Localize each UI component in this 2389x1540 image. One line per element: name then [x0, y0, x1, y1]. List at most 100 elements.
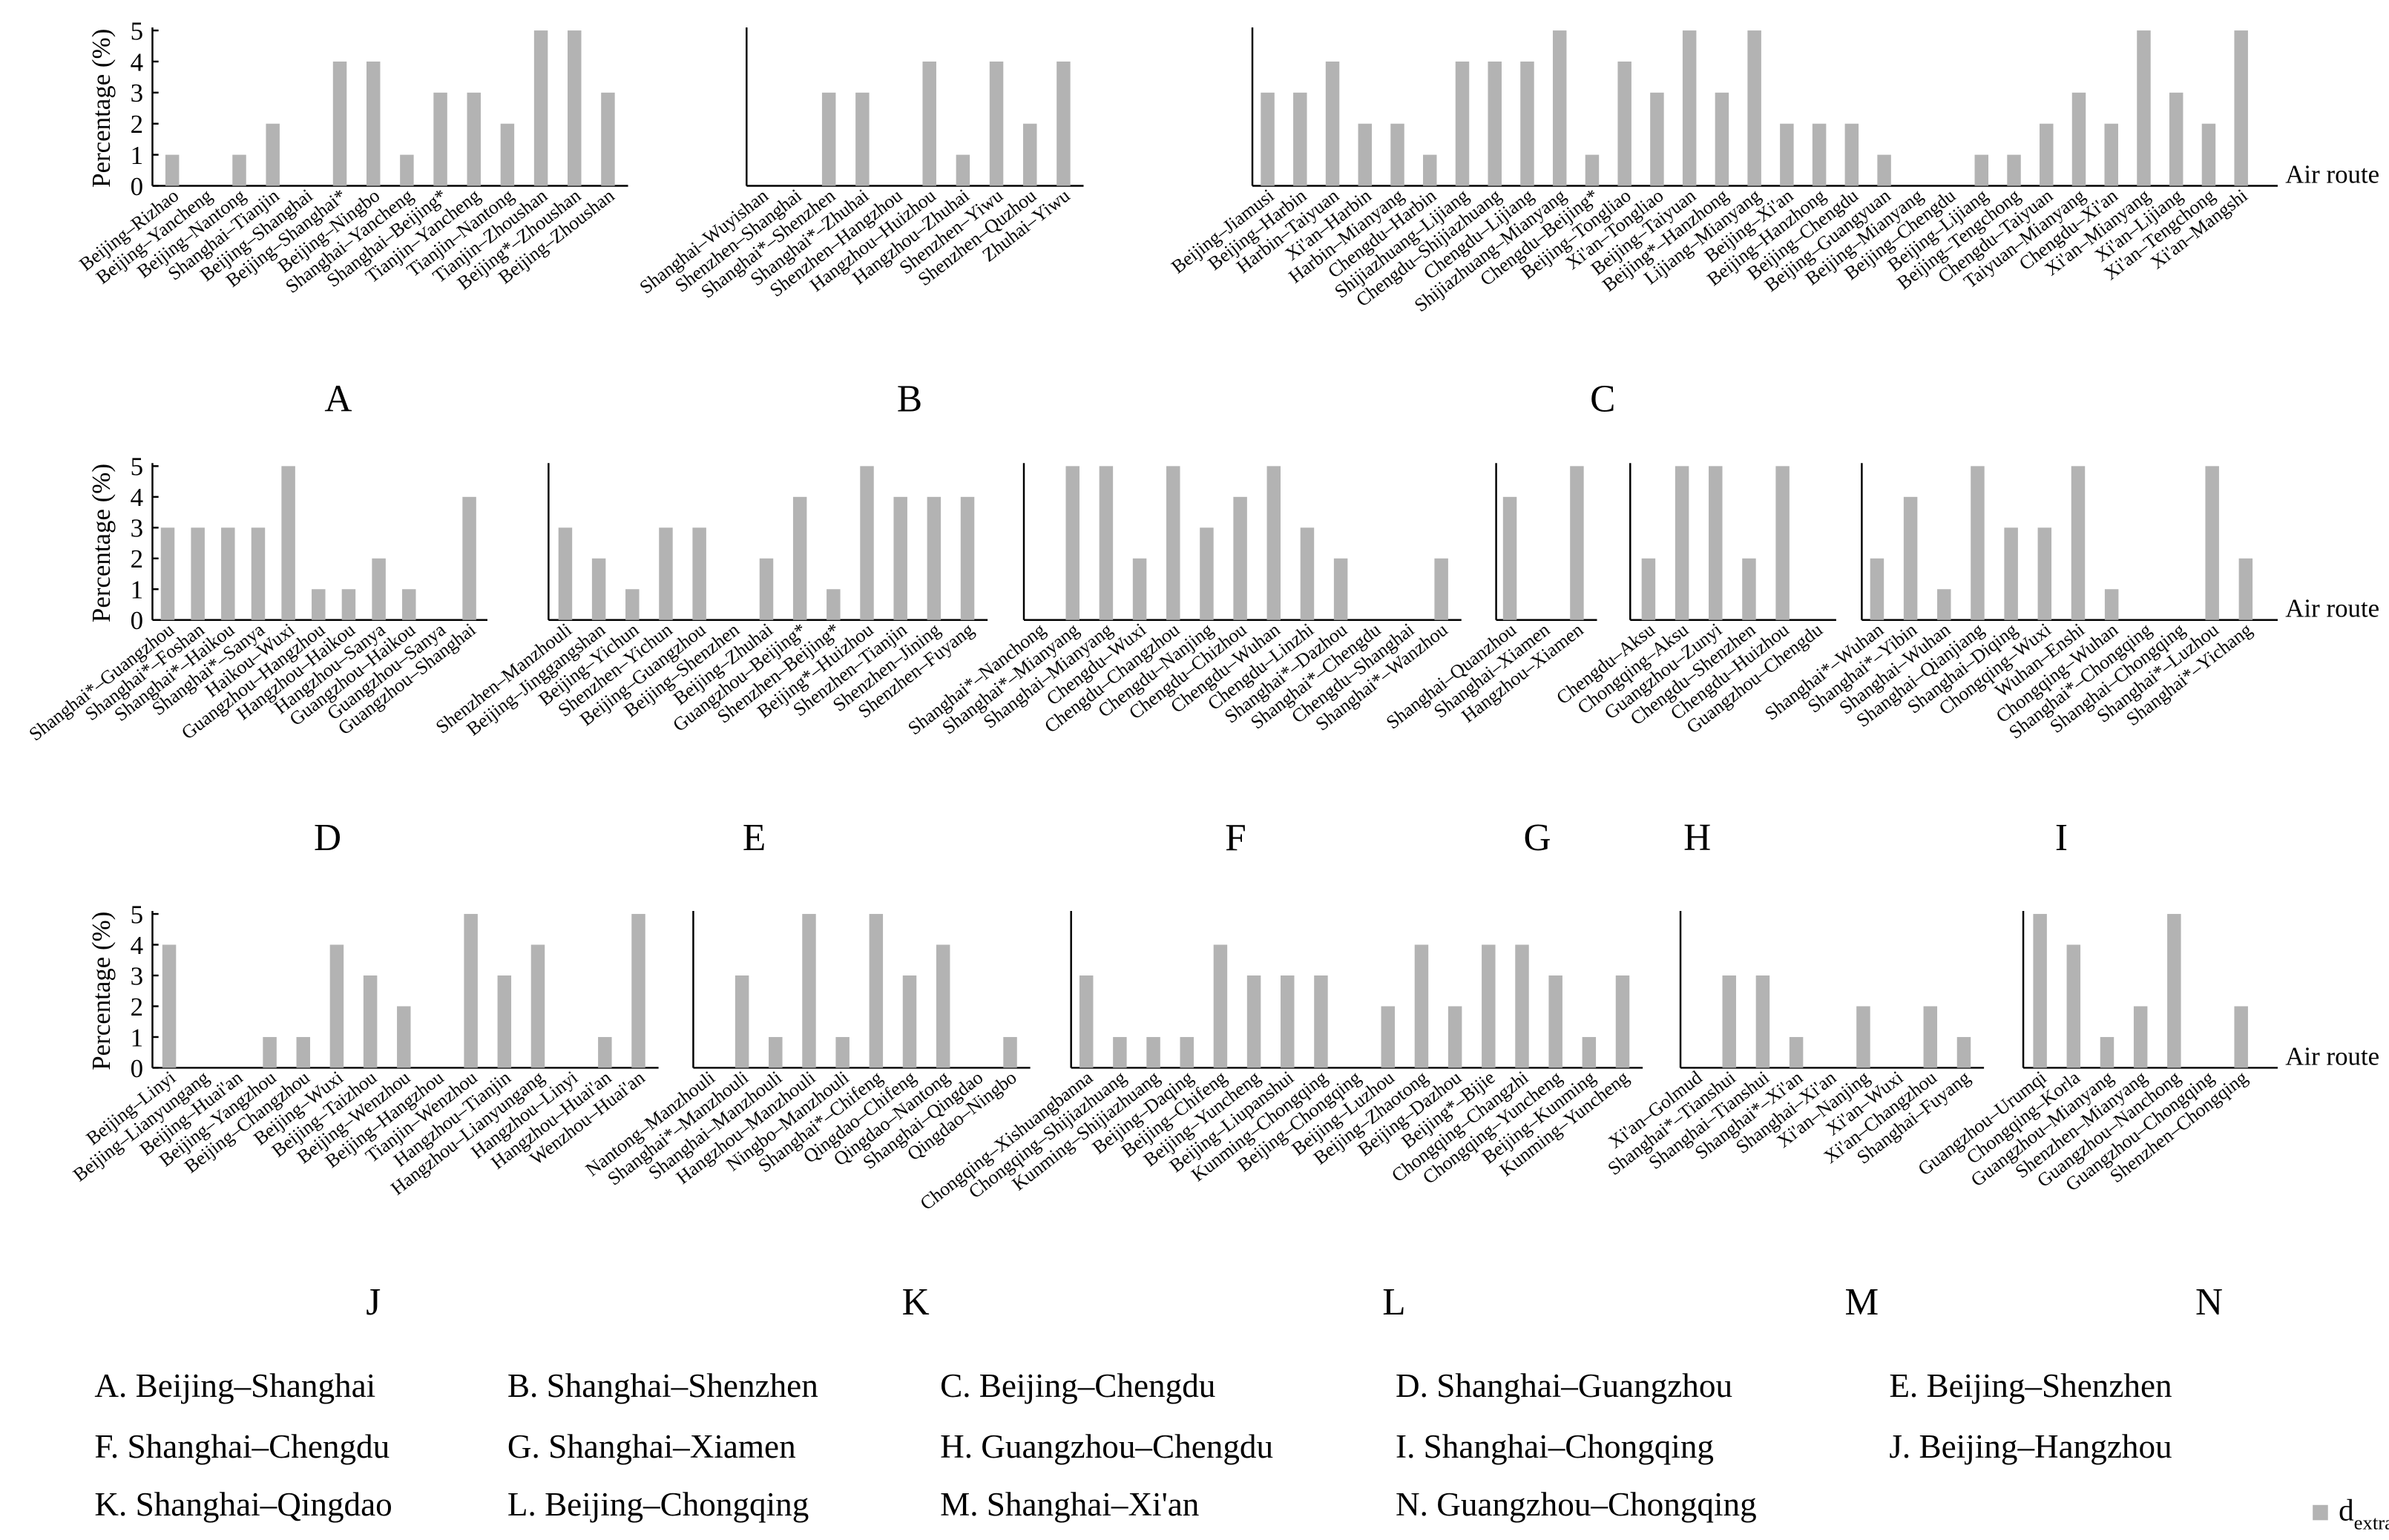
bar: [251, 527, 266, 620]
bar: [1548, 975, 1562, 1068]
bar: [1923, 1006, 1938, 1068]
panel-caption: C. Beijing–Chengdu: [940, 1367, 1215, 1404]
bar: [1974, 154, 1989, 186]
panel-caption: L. Beijing–Chongqing: [507, 1486, 809, 1523]
bar: [400, 154, 414, 186]
bar: [160, 527, 175, 620]
bar: [500, 123, 515, 186]
y-tick-label: 1: [131, 141, 143, 170]
bar: [1650, 92, 1664, 186]
bar: [1903, 496, 1918, 620]
bar: [1617, 61, 1631, 186]
bar: [2066, 944, 2081, 1068]
bar: [1520, 61, 1534, 186]
bar: [1333, 558, 1348, 620]
bar: [1615, 975, 1630, 1068]
bar: [735, 975, 749, 1068]
panel: Air routeBeijing–JiamusiBeijing–HarbinHa…: [940, 27, 2379, 1404]
bar: [1293, 92, 1307, 186]
bar: [1079, 975, 1094, 1068]
bar: [821, 92, 836, 186]
bar: [1414, 944, 1429, 1068]
legend-label-sub: extra: [2354, 1512, 2389, 1534]
bar: [1455, 61, 1470, 186]
bar: [372, 558, 386, 620]
legend: dextra: [2313, 1493, 2389, 1534]
panel-letter: F: [1225, 817, 1246, 859]
bar: [2201, 123, 2216, 186]
bar: [1870, 558, 1884, 620]
bar: [792, 496, 807, 620]
bar: [601, 92, 615, 186]
bar: [1682, 30, 1697, 186]
bar: [162, 944, 177, 1068]
bar: [2007, 154, 2021, 186]
x-axis-label: Air route: [2285, 594, 2379, 623]
bar: [1722, 975, 1736, 1068]
panel-caption: M. Shanghai–Xi'an: [940, 1486, 1199, 1523]
y-tick-label: 1: [131, 1023, 143, 1052]
bar: [467, 92, 481, 186]
panel-letter: J: [366, 1281, 381, 1323]
bar: [568, 30, 582, 186]
bar: [1789, 1036, 1804, 1068]
bar: [692, 527, 706, 620]
bar: [1434, 558, 1448, 620]
panel-caption: N. Guangzhou–Chongqing: [1396, 1486, 1757, 1523]
bar: [2234, 30, 2248, 186]
bar: [956, 154, 970, 186]
bar: [2205, 466, 2219, 620]
bar: [1358, 123, 1373, 186]
bar: [927, 496, 942, 620]
bar: [1502, 496, 1517, 620]
bar: [1552, 30, 1567, 186]
bar: [1057, 61, 1071, 186]
panel-letter: B: [897, 378, 922, 420]
bar: [1937, 589, 1951, 620]
bar: [860, 466, 874, 620]
bar: [1390, 123, 1404, 186]
y-tick-label: 0: [131, 172, 143, 201]
bar: [266, 123, 280, 186]
panel-caption: F. Shanghai–Chengdu: [94, 1428, 390, 1465]
bar: [1314, 975, 1328, 1068]
panel-letter: C: [1590, 378, 1615, 420]
bar: [1488, 61, 1502, 186]
bar: [1132, 558, 1147, 620]
panel-letter: A: [324, 378, 352, 420]
bar: [1233, 496, 1247, 620]
y-tick-label: 3: [131, 79, 143, 108]
bar: [366, 61, 381, 186]
legend-label: dextra: [2339, 1493, 2389, 1533]
bar: [1482, 944, 1496, 1068]
panel-caption: I. Shanghai–Chongqing: [1396, 1428, 1714, 1465]
bar: [2167, 914, 2181, 1068]
bar: [1742, 558, 1756, 620]
bar: [631, 914, 645, 1068]
bar: [922, 61, 936, 186]
bar: [769, 1036, 783, 1068]
bar: [855, 92, 870, 186]
bar: [1423, 154, 1437, 186]
bar: [1146, 1036, 1160, 1068]
bar: [2137, 30, 2151, 186]
y-tick-label: 0: [131, 606, 143, 635]
bar: [1775, 466, 1790, 620]
bar: [191, 527, 205, 620]
x-axis-label: Air route: [2285, 1042, 2379, 1070]
panel: Shanghai*–NanchongShanghai*–MianyangShan…: [94, 463, 1462, 1465]
y-tick-label: 1: [131, 576, 143, 605]
panel-caption: H. Guangzhou–Chengdu: [940, 1428, 1273, 1465]
bar: [402, 589, 416, 620]
bar: [1747, 30, 1761, 186]
y-tick-label: 4: [131, 483, 143, 512]
y-tick-label: 2: [131, 993, 143, 1021]
bar: [1246, 975, 1261, 1068]
y-tick-label: 4: [131, 931, 143, 960]
panel-letter: H: [1683, 817, 1711, 859]
panel-caption: J. Beijing–Hangzhou: [1889, 1428, 2172, 1465]
y-tick-label: 0: [131, 1054, 143, 1083]
legend-swatch: [2313, 1504, 2328, 1521]
bar: [1675, 466, 1689, 620]
